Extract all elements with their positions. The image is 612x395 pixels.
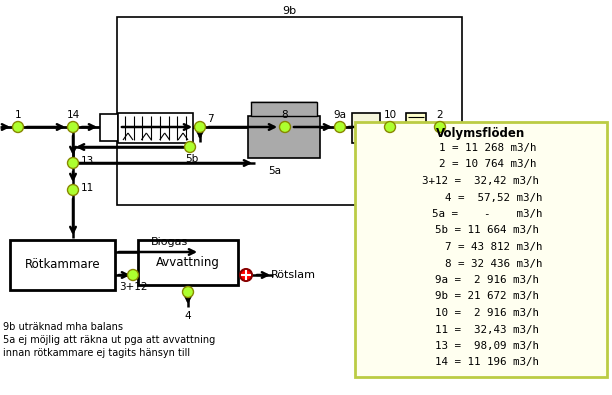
- Circle shape: [240, 269, 252, 281]
- Bar: [138, 240, 238, 285]
- Bar: [352, 113, 380, 143]
- Circle shape: [67, 122, 78, 132]
- Circle shape: [184, 141, 195, 152]
- Bar: [248, 116, 320, 158]
- Text: innan rötkammare ej tagits hänsyn till: innan rötkammare ej tagits hänsyn till: [3, 348, 190, 358]
- Text: 13 =  98,09 m3/h: 13 = 98,09 m3/h: [422, 341, 540, 351]
- Text: 8 = 32 436 m3/h: 8 = 32 436 m3/h: [419, 258, 543, 269]
- Bar: [117, 17, 462, 205]
- Text: Avvattning: Avvattning: [156, 256, 220, 269]
- Text: 5a: 5a: [268, 166, 281, 176]
- Text: 9b = 21 672 m3/h: 9b = 21 672 m3/h: [422, 292, 540, 301]
- Text: Biogas: Biogas: [151, 237, 188, 247]
- Bar: [100, 114, 118, 141]
- Text: 5a =    -    m3/h: 5a = - m3/h: [419, 209, 543, 219]
- Text: 3+12 =  32,42 m3/h: 3+12 = 32,42 m3/h: [422, 176, 540, 186]
- Text: Rötslam: Rötslam: [271, 270, 316, 280]
- Circle shape: [12, 122, 23, 132]
- Text: 7: 7: [207, 114, 214, 124]
- Text: 11: 11: [80, 183, 94, 193]
- Text: Volymsflöden: Volymsflöden: [436, 126, 526, 139]
- Text: 5b: 5b: [185, 154, 199, 164]
- Bar: [10, 240, 115, 290]
- Text: 13: 13: [80, 156, 94, 166]
- Bar: [355, 122, 607, 377]
- Text: 9b uträknad mha balans: 9b uträknad mha balans: [3, 322, 123, 332]
- Circle shape: [335, 122, 346, 132]
- Circle shape: [195, 122, 206, 132]
- Bar: [406, 113, 426, 145]
- Text: 3+12: 3+12: [119, 282, 147, 292]
- Circle shape: [127, 269, 138, 280]
- Text: 4 =  57,52 m3/h: 4 = 57,52 m3/h: [419, 192, 543, 203]
- Text: 9b: 9b: [282, 6, 297, 16]
- Text: 4: 4: [185, 311, 192, 321]
- Circle shape: [67, 184, 78, 196]
- Text: 11 =  32,43 m3/h: 11 = 32,43 m3/h: [422, 325, 540, 335]
- Text: 2: 2: [437, 110, 443, 120]
- Circle shape: [435, 122, 446, 132]
- Text: 9a =  2 916 m3/h: 9a = 2 916 m3/h: [422, 275, 540, 285]
- Text: 10 =  2 916 m3/h: 10 = 2 916 m3/h: [422, 308, 540, 318]
- Circle shape: [280, 122, 291, 132]
- Text: Rötkammare: Rötkammare: [24, 258, 100, 271]
- Text: 14 = 11 196 m3/h: 14 = 11 196 m3/h: [422, 357, 540, 367]
- Text: 7 = 43 812 m3/h: 7 = 43 812 m3/h: [419, 242, 543, 252]
- Text: 14: 14: [66, 110, 80, 120]
- Text: 5b = 11 664 m3/h: 5b = 11 664 m3/h: [422, 226, 540, 235]
- Text: 1: 1: [15, 110, 21, 120]
- Text: 10: 10: [384, 110, 397, 120]
- Text: 2 = 10 764 m3/h: 2 = 10 764 m3/h: [426, 160, 536, 169]
- Circle shape: [67, 158, 78, 169]
- Text: 5a ej möjlig att räkna ut pga att avvattning: 5a ej möjlig att räkna ut pga att avvatt…: [3, 335, 215, 345]
- Circle shape: [384, 122, 395, 132]
- Bar: [251, 102, 317, 116]
- Circle shape: [182, 286, 193, 297]
- Text: 9a: 9a: [334, 110, 346, 120]
- Polygon shape: [251, 102, 317, 116]
- Bar: [118, 113, 193, 143]
- Text: 1 = 11 268 m3/h: 1 = 11 268 m3/h: [426, 143, 536, 153]
- Text: 8: 8: [282, 110, 288, 120]
